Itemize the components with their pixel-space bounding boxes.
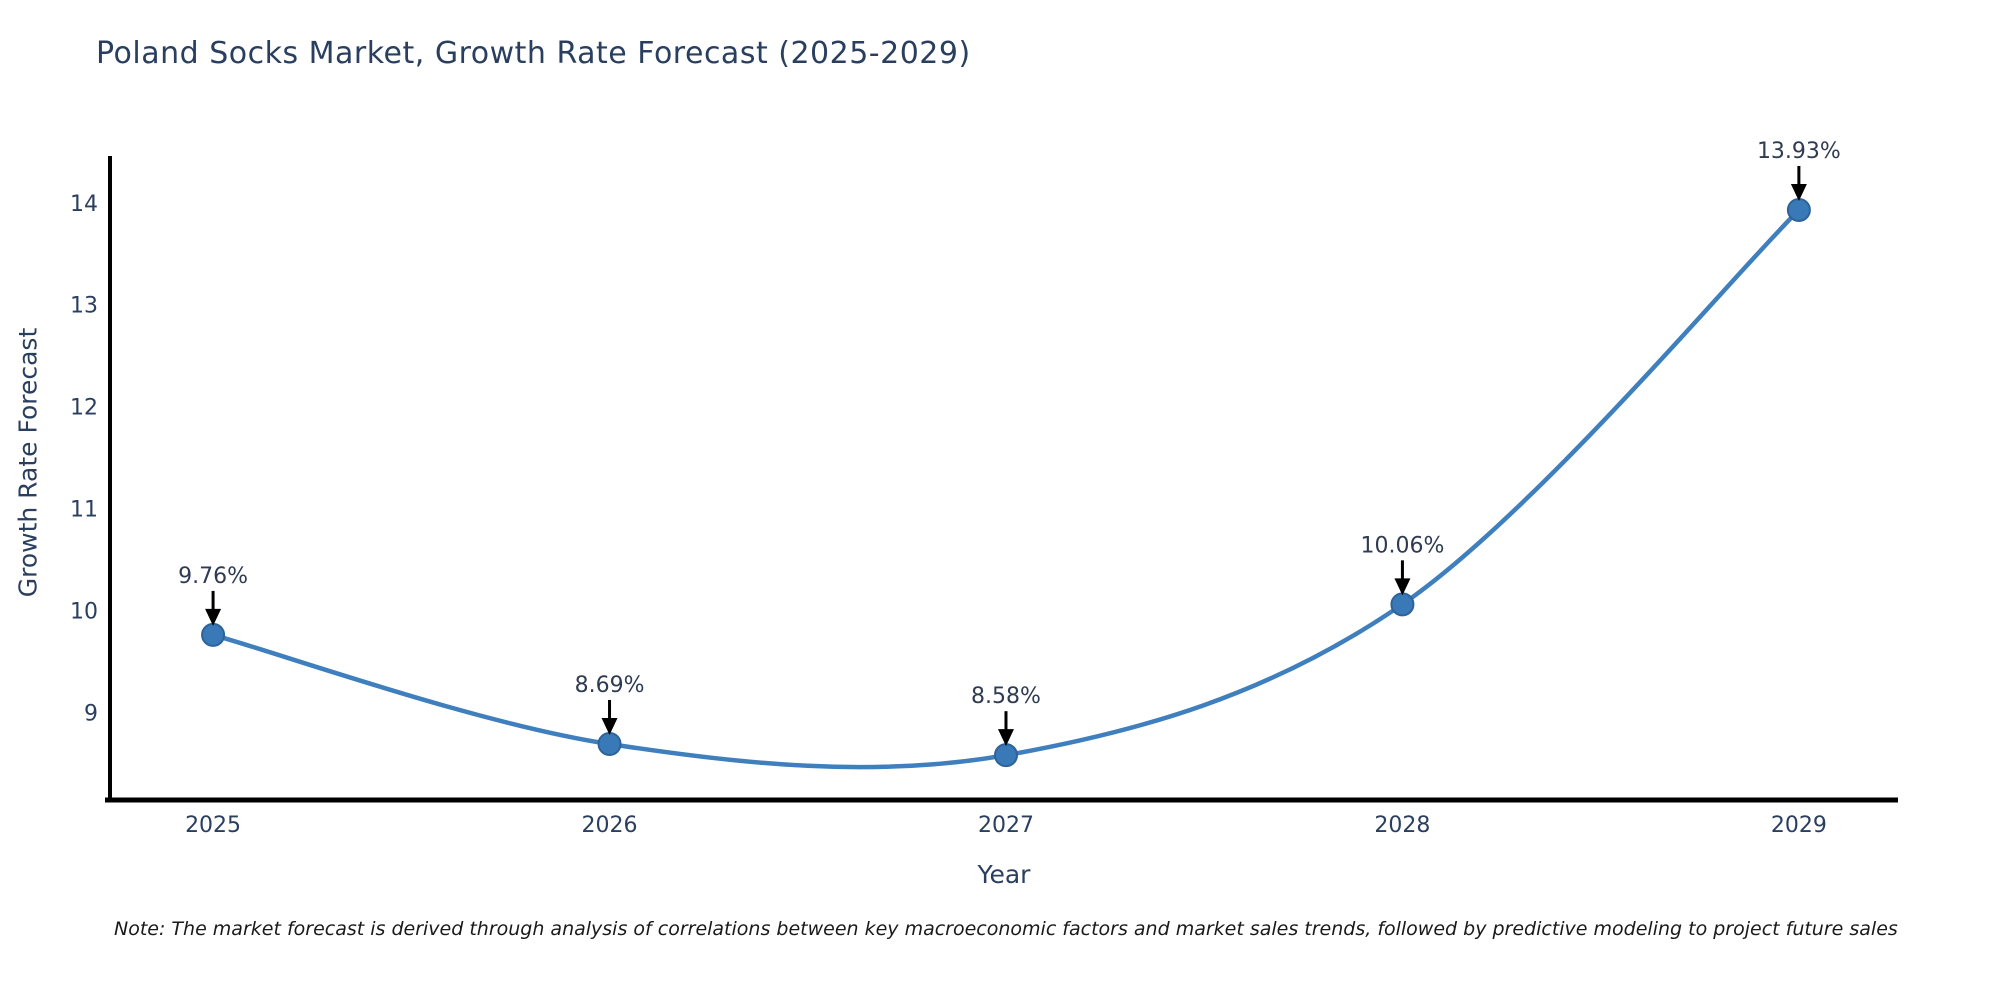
- annotation-arrowhead: [997, 729, 1014, 747]
- y-tick-label: 10: [70, 599, 98, 624]
- y-tick-label: 11: [70, 498, 98, 523]
- y-tick-label: 13: [70, 294, 98, 319]
- point-annotation: 13.93%: [1757, 139, 1841, 164]
- y-tick-label: 14: [70, 192, 98, 217]
- x-tick-label: 2029: [1771, 813, 1827, 838]
- point-annotation: 8.58%: [971, 684, 1041, 709]
- data-point-2029: [1786, 197, 1811, 222]
- point-annotation: 10.06%: [1360, 533, 1444, 558]
- annotation-arrowhead: [1790, 183, 1807, 201]
- annotation-arrowhead: [1394, 578, 1411, 596]
- data-point-2028: [1390, 592, 1415, 617]
- chart-title: Poland Socks Market, Growth Rate Forecas…: [96, 36, 971, 71]
- x-tick-label: 2028: [1374, 813, 1430, 838]
- point-annotation: 9.76%: [178, 564, 248, 589]
- x-axis-title: Year: [977, 860, 1031, 889]
- y-tick-label: 12: [70, 396, 98, 421]
- data-point-2027: [993, 743, 1018, 768]
- x-tick-label: 2027: [978, 813, 1034, 838]
- y-tick-label: 9: [84, 701, 98, 726]
- point-annotation: 8.69%: [575, 673, 645, 698]
- data-point-2026: [597, 731, 622, 756]
- footnote-text: Note: The market forecast is derived thr…: [114, 918, 1898, 940]
- y-axis-title: Growth Rate Forecast: [13, 327, 43, 598]
- annotation-arrowhead: [601, 717, 618, 735]
- annotation-arrowhead: [205, 608, 222, 626]
- data-point-2025: [201, 622, 226, 647]
- x-tick-label: 2026: [582, 813, 638, 838]
- x-tick-label: 2025: [185, 813, 241, 838]
